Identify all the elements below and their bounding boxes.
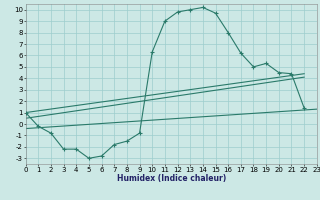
X-axis label: Humidex (Indice chaleur): Humidex (Indice chaleur) bbox=[116, 174, 226, 183]
